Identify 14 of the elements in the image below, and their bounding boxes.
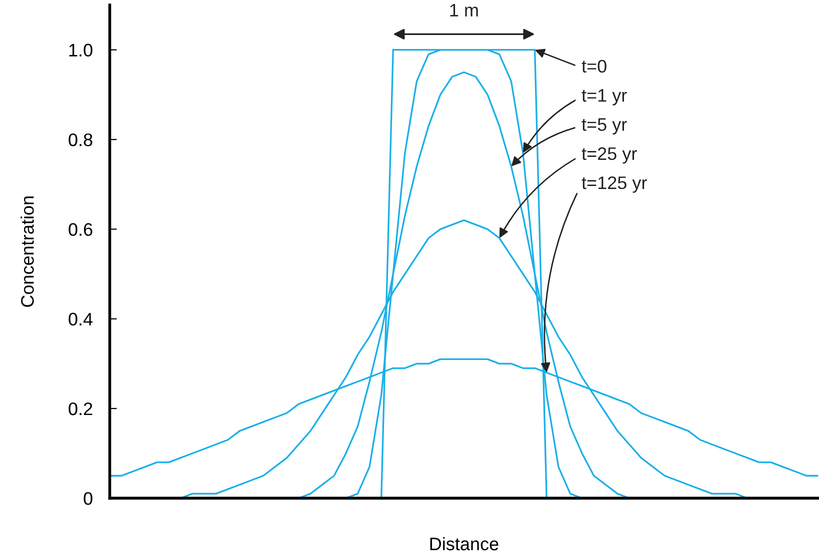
y-tick-label: 0.2 bbox=[68, 402, 92, 416]
x-axis-title: Distance bbox=[430, 537, 498, 550]
annotation: t=1 yr bbox=[582, 89, 627, 106]
y-tick-label: 1.0 bbox=[69, 44, 92, 57]
y-tick-label: 0.6 bbox=[68, 223, 92, 236]
annotation: t=125 yr bbox=[582, 176, 647, 193]
y-tick-label: 0 bbox=[84, 492, 92, 505]
annotation: t=0 bbox=[582, 60, 606, 73]
y-tick-label: 0.4 bbox=[68, 312, 93, 326]
y-tick-label: 0.8 bbox=[68, 133, 92, 146]
annotation: t=25 yr bbox=[582, 147, 637, 164]
annotation: t=5 yr bbox=[582, 118, 627, 134]
y-axis-title: Concentration bbox=[20, 196, 34, 307]
annotation: 1 m bbox=[450, 4, 478, 16]
